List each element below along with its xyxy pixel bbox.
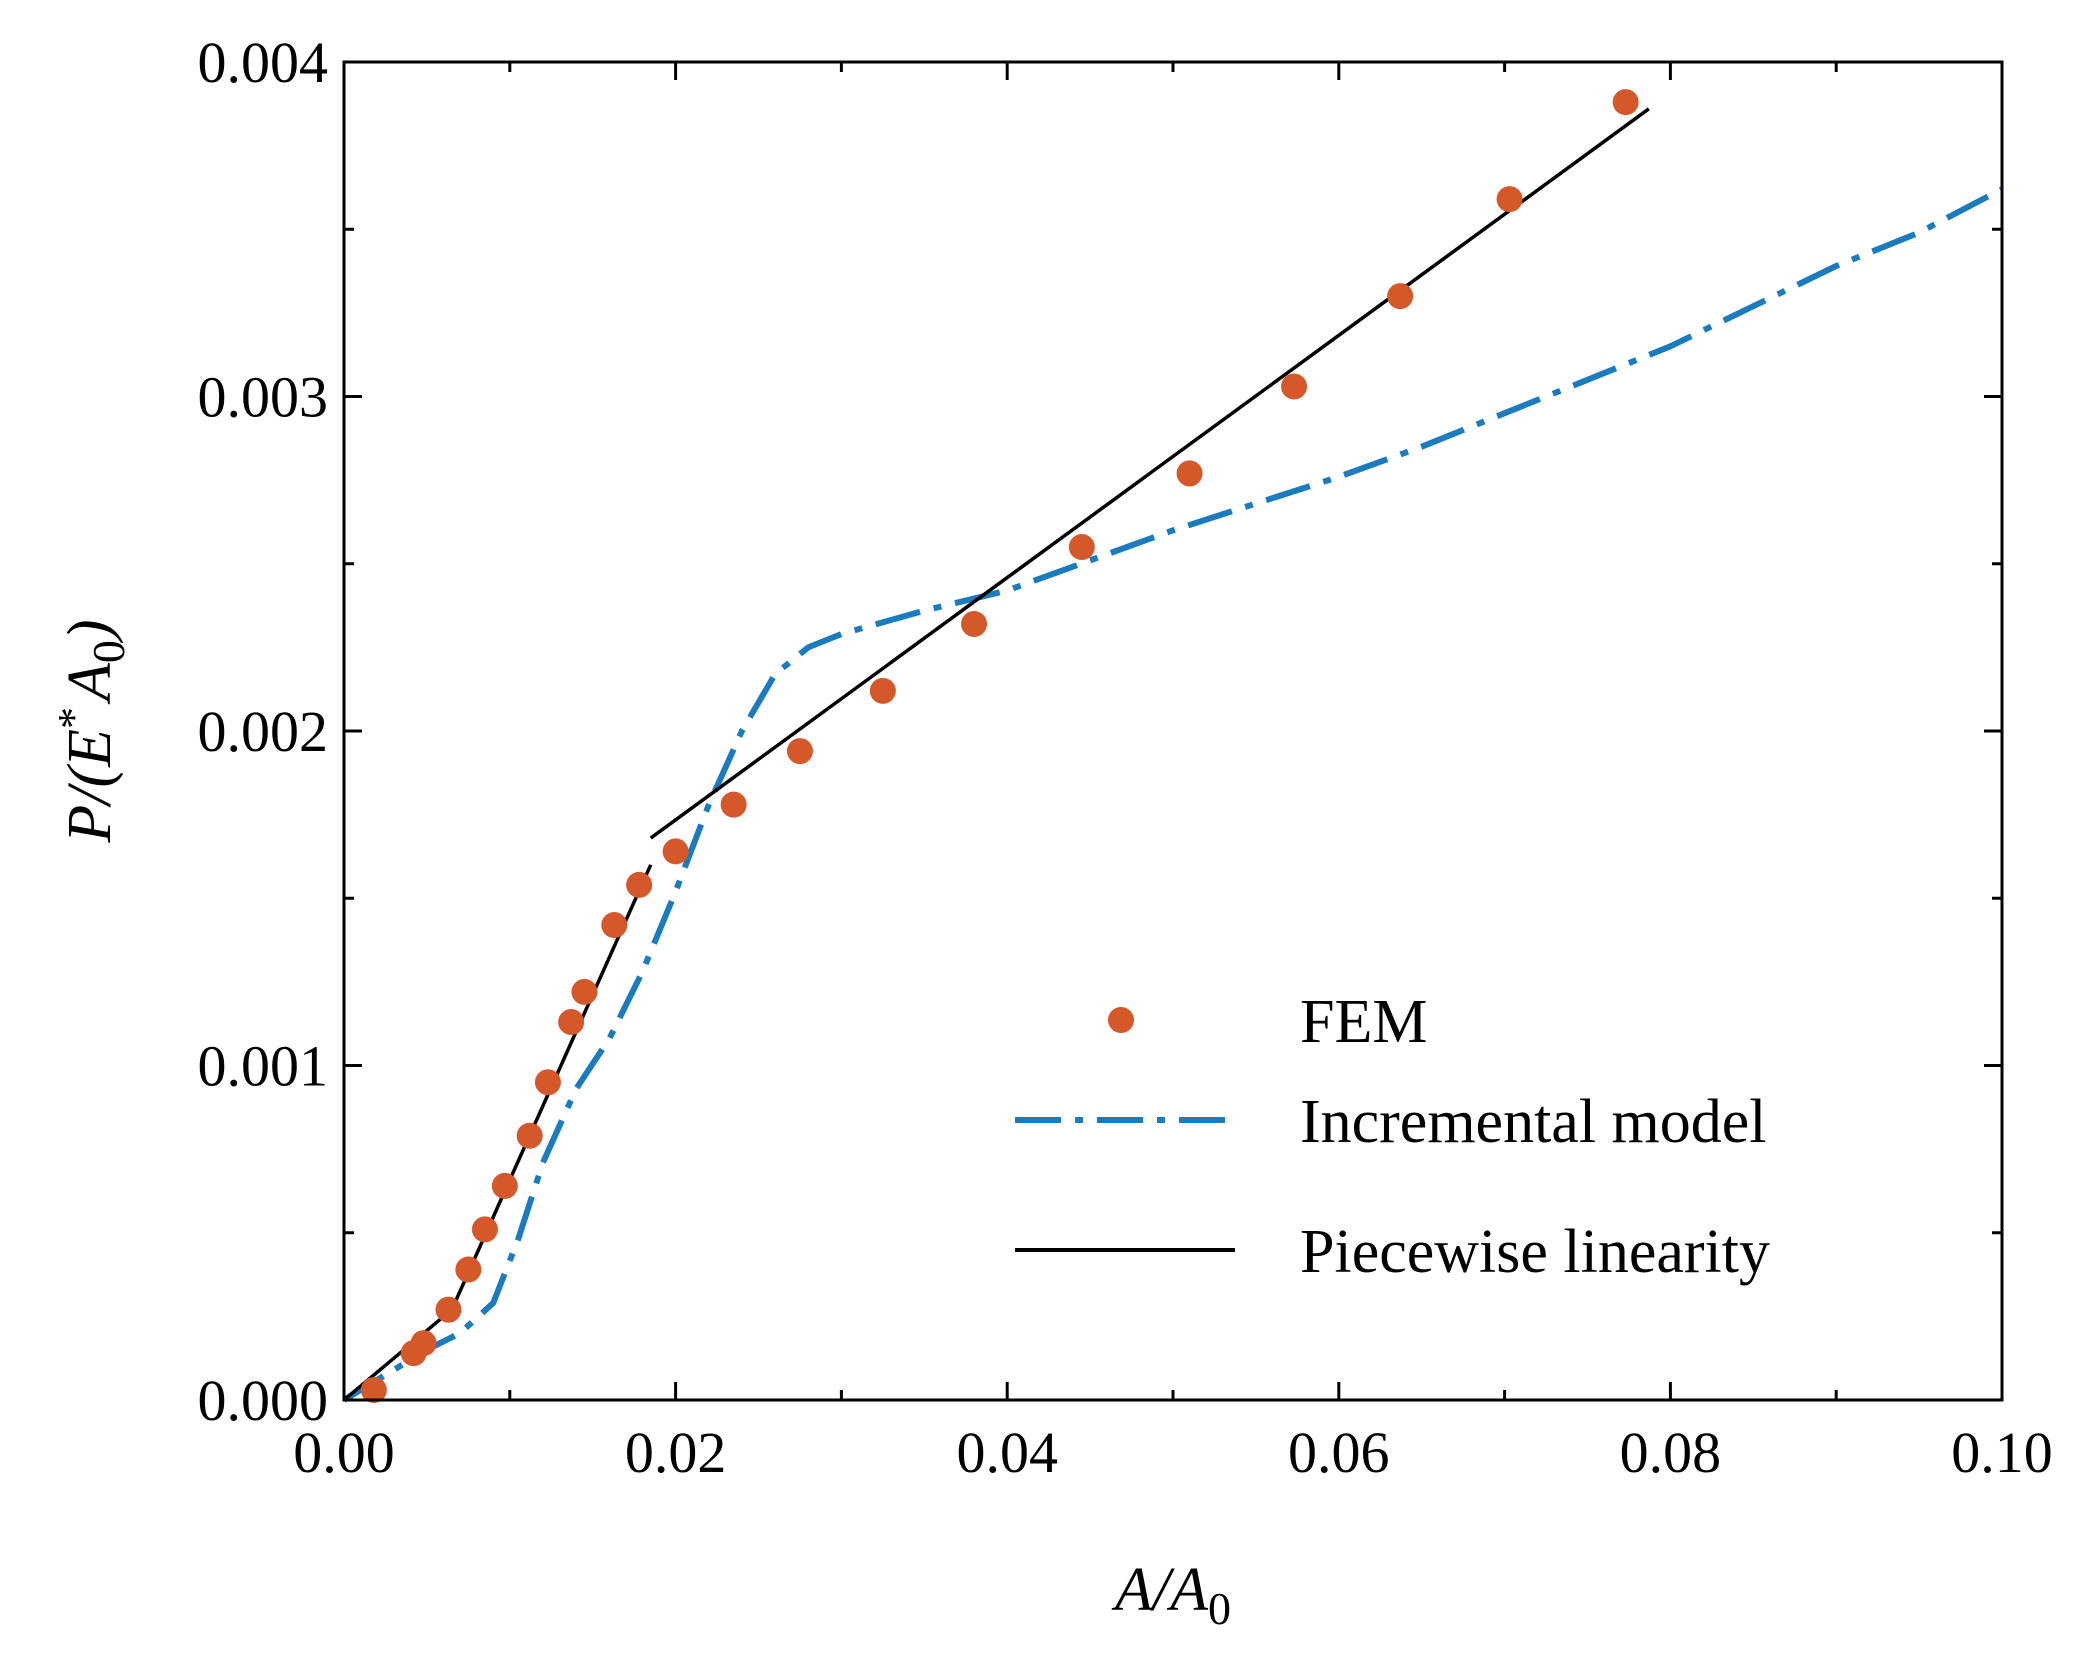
- fem-point: [1387, 283, 1414, 310]
- fem-point: [961, 610, 988, 637]
- y-axis-title: P/(E*A0): [49, 619, 134, 843]
- x-axis-title-sub: 0: [1208, 1583, 1231, 1634]
- fem-point: [601, 912, 628, 939]
- x-tick-label: 0.06: [1288, 1420, 1390, 1485]
- fem-point: [471, 1216, 498, 1243]
- x-axis-title-main: A/A: [1111, 1556, 1209, 1624]
- fem-point: [435, 1296, 462, 1323]
- fem-point: [558, 1009, 585, 1036]
- legend: FEM Incremental model Piecewise linearit…: [1015, 988, 1770, 1286]
- incremental-model-series: [342, 186, 2004, 1403]
- fem-point: [720, 791, 747, 818]
- x-tick-label: 0.04: [956, 1420, 1058, 1485]
- fem-point: [869, 677, 896, 704]
- legend-piecewise-label: Piecewise linearity: [1300, 1218, 1770, 1286]
- legend-fem-label: FEM: [1300, 988, 1427, 1056]
- fem-point: [1612, 89, 1639, 116]
- y-axis-title-sub: 0: [83, 640, 134, 663]
- legend-fem-marker: [1108, 1007, 1134, 1033]
- fem-point: [786, 738, 813, 765]
- incremental-model-line: [342, 186, 2004, 1403]
- fem-point: [571, 978, 598, 1005]
- fem-point: [491, 1172, 518, 1199]
- x-tick-label: 0.10: [1951, 1420, 2053, 1485]
- fem-point: [1281, 373, 1308, 400]
- y-axis-title-mid: A: [56, 662, 124, 705]
- fem-point: [455, 1256, 482, 1283]
- y-axis-title-prefix: P/(E: [56, 729, 124, 844]
- axis-ticks: [342, 60, 2004, 1402]
- fem-series: [360, 89, 1639, 1403]
- fem-point: [1068, 534, 1095, 561]
- x-tick-label: 0.00: [293, 1420, 395, 1485]
- legend-incremental-label: Incremental model: [1300, 1088, 1767, 1156]
- fem-point: [1176, 460, 1203, 487]
- y-tick-label: 0.002: [198, 699, 329, 764]
- x-tick-label: 0.08: [1620, 1420, 1722, 1485]
- y-axis-title-sup: *: [49, 707, 98, 729]
- x-tick-label: 0.02: [625, 1420, 727, 1485]
- fem-point: [662, 838, 689, 865]
- y-tick-label: 0.001: [198, 1034, 329, 1099]
- fem-point: [1496, 186, 1523, 213]
- y-axis-title-suffix: ): [56, 619, 124, 643]
- piecewise-linearity-segment: [649, 107, 1650, 840]
- fem-point: [360, 1376, 387, 1403]
- y-tick-label: 0.000: [198, 1368, 329, 1433]
- fem-point: [516, 1122, 543, 1149]
- y-tick-label: 0.003: [198, 365, 329, 430]
- x-axis-title: A/A0: [1111, 1556, 1231, 1634]
- y-tick-label: 0.004: [198, 30, 329, 95]
- fem-point: [534, 1069, 561, 1096]
- fem-point: [410, 1330, 437, 1357]
- fem-point: [626, 871, 653, 898]
- axis-tick-labels: 0.00 0.02 0.04 0.06 0.08 0.10 0.000 0.001 0.002 0…: [198, 30, 2053, 1485]
